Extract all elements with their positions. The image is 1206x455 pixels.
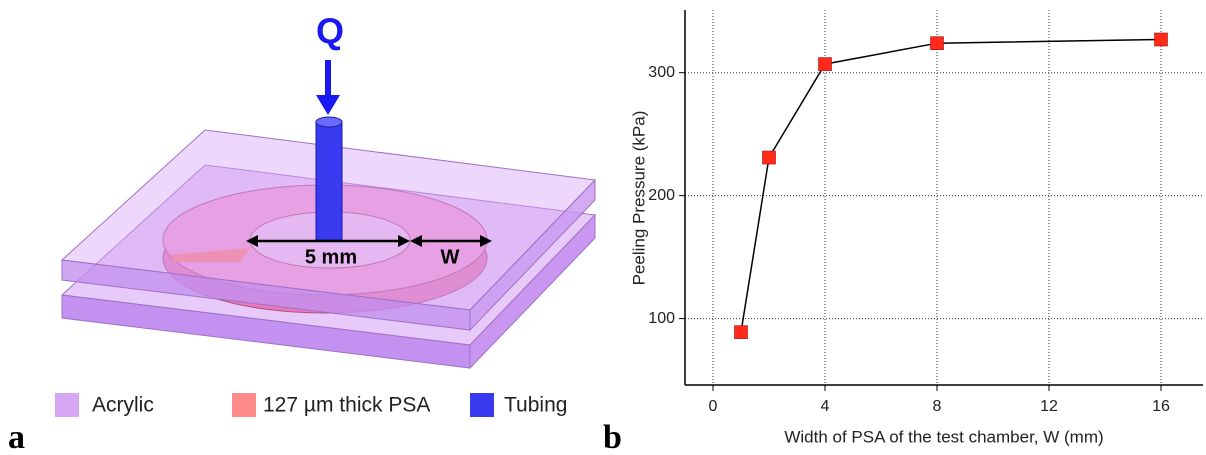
chart: b Width of PSA of the test chamber, W (m… xyxy=(603,10,1203,455)
x-tick-label: 4 xyxy=(821,398,830,415)
y-tick-label: 300 xyxy=(648,64,675,81)
x-tick-label: 12 xyxy=(1040,398,1058,415)
x-tick-label: 0 xyxy=(709,398,718,415)
dimension-label: 5 mm xyxy=(305,246,357,268)
arrowhead xyxy=(398,235,410,247)
data-marker xyxy=(930,36,944,50)
y-axis-title: Peeling Pressure (kPa) xyxy=(629,111,648,286)
legend-swatch xyxy=(470,393,494,417)
y-tick-label: 200 xyxy=(648,187,675,204)
legend-label: 127 µm thick PSA xyxy=(263,394,430,417)
legend-label: Acrylic xyxy=(92,394,154,417)
width-label: W xyxy=(441,246,460,268)
legend-swatch xyxy=(232,393,256,417)
arrowhead xyxy=(410,235,422,247)
psa-cut xyxy=(170,248,250,262)
x-tick-label: 16 xyxy=(1152,398,1170,415)
top-plate-side xyxy=(469,178,596,332)
bottom-plate-side xyxy=(469,213,596,370)
tubing-top xyxy=(315,116,343,128)
panel-label: a xyxy=(8,419,25,455)
arrowhead xyxy=(480,235,492,247)
data-marker xyxy=(762,150,776,165)
data-marker xyxy=(818,57,832,71)
y-tick-label: 100 xyxy=(648,310,675,327)
x-tick-label: 8 xyxy=(933,398,942,415)
data-marker xyxy=(734,325,748,339)
flow-label: Q xyxy=(316,11,344,52)
data-marker xyxy=(1154,32,1168,47)
arrowhead xyxy=(246,235,258,247)
legend-swatch xyxy=(55,393,79,417)
tubing xyxy=(315,121,343,241)
data-line xyxy=(740,38,1162,333)
flow-arrowhead xyxy=(316,95,340,115)
legend-label: Tubing xyxy=(504,394,567,417)
panel-label: b xyxy=(603,419,622,455)
diagram: Q 5 mm W Acrylic 127 µm thick PSA Tubing… xyxy=(8,11,597,455)
x-axis-title: Width of PSA of the test chamber, W (mm) xyxy=(784,427,1103,446)
